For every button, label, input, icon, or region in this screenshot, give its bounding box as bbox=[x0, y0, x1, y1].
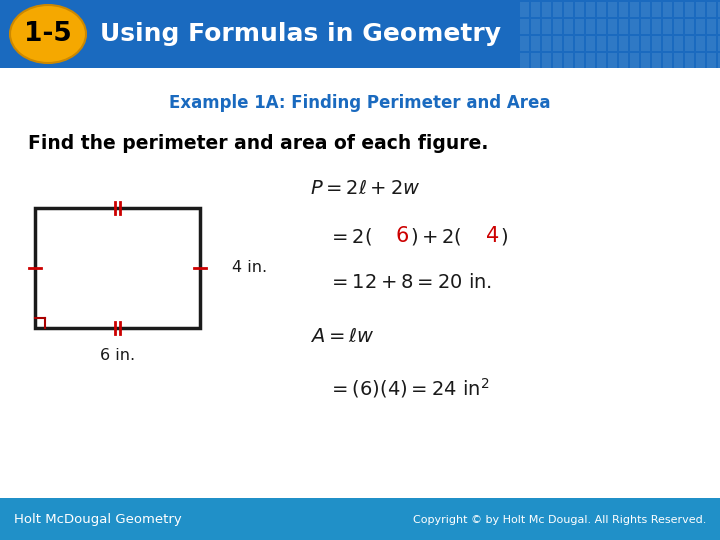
Bar bbox=[531, 2, 540, 17]
Bar bbox=[564, 19, 573, 34]
Bar bbox=[696, 19, 705, 34]
Bar bbox=[663, 2, 672, 17]
Bar bbox=[586, 2, 595, 17]
Bar bbox=[707, 2, 716, 17]
Bar bbox=[630, 53, 639, 68]
Bar bbox=[696, 53, 705, 68]
Bar bbox=[542, 36, 551, 51]
Text: 1-5: 1-5 bbox=[24, 21, 72, 47]
Bar bbox=[575, 53, 584, 68]
Text: $) + 2($: $) + 2($ bbox=[410, 226, 462, 246]
Bar bbox=[586, 19, 595, 34]
Bar bbox=[608, 53, 617, 68]
Bar bbox=[564, 53, 573, 68]
Text: Find the perimeter and area of each figure.: Find the perimeter and area of each figu… bbox=[28, 133, 488, 152]
Text: $)$: $)$ bbox=[500, 226, 508, 246]
Bar bbox=[718, 2, 720, 17]
Bar bbox=[663, 19, 672, 34]
Bar bbox=[619, 36, 628, 51]
Bar bbox=[531, 36, 540, 51]
Bar bbox=[542, 53, 551, 68]
Bar bbox=[542, 2, 551, 17]
Text: Copyright © by Holt Mc Dougal. All Rights Reserved.: Copyright © by Holt Mc Dougal. All Right… bbox=[413, 515, 706, 525]
Bar bbox=[707, 36, 716, 51]
Text: Example 1A: Finding Perimeter and Area: Example 1A: Finding Perimeter and Area bbox=[169, 94, 551, 112]
Bar bbox=[553, 2, 562, 17]
Bar bbox=[696, 2, 705, 17]
Bar bbox=[553, 36, 562, 51]
Bar bbox=[674, 53, 683, 68]
Bar bbox=[685, 19, 694, 34]
Bar bbox=[663, 53, 672, 68]
Text: $= (6)(4) = 24\ \mathrm{in}^2$: $= (6)(4) = 24\ \mathrm{in}^2$ bbox=[328, 376, 490, 400]
Bar bbox=[652, 53, 661, 68]
Bar bbox=[718, 53, 720, 68]
Bar bbox=[652, 19, 661, 34]
Bar bbox=[674, 36, 683, 51]
Bar bbox=[531, 53, 540, 68]
Bar bbox=[685, 53, 694, 68]
Bar bbox=[718, 19, 720, 34]
Bar bbox=[608, 36, 617, 51]
Ellipse shape bbox=[10, 5, 86, 63]
Bar bbox=[575, 36, 584, 51]
Text: $A = \ell w$: $A = \ell w$ bbox=[310, 327, 374, 346]
Bar bbox=[641, 2, 650, 17]
Bar bbox=[575, 2, 584, 17]
Bar bbox=[630, 36, 639, 51]
Bar bbox=[707, 19, 716, 34]
Bar bbox=[641, 36, 650, 51]
Bar bbox=[575, 19, 584, 34]
Text: Using Formulas in Geometry: Using Formulas in Geometry bbox=[100, 22, 501, 46]
Bar bbox=[564, 36, 573, 51]
Text: $P = 2\ell + 2w$: $P = 2\ell + 2w$ bbox=[310, 179, 420, 198]
Bar bbox=[553, 19, 562, 34]
Bar bbox=[718, 36, 720, 51]
Bar bbox=[685, 36, 694, 51]
Bar bbox=[586, 36, 595, 51]
Bar bbox=[707, 53, 716, 68]
Bar bbox=[597, 53, 606, 68]
Bar bbox=[696, 36, 705, 51]
Bar bbox=[597, 2, 606, 17]
Text: Holt McDougal Geometry: Holt McDougal Geometry bbox=[14, 514, 181, 526]
Bar bbox=[586, 53, 595, 68]
Bar bbox=[674, 19, 683, 34]
Bar bbox=[652, 36, 661, 51]
Bar bbox=[608, 19, 617, 34]
Bar bbox=[641, 53, 650, 68]
Text: 6 in.: 6 in. bbox=[100, 348, 135, 363]
Bar bbox=[619, 53, 628, 68]
Bar bbox=[685, 2, 694, 17]
Bar bbox=[542, 19, 551, 34]
Text: $6$: $6$ bbox=[395, 226, 409, 246]
Text: 4 in.: 4 in. bbox=[232, 260, 267, 275]
Bar bbox=[597, 19, 606, 34]
Bar bbox=[608, 2, 617, 17]
Bar bbox=[520, 36, 529, 51]
Bar bbox=[597, 36, 606, 51]
Bar bbox=[553, 53, 562, 68]
Bar bbox=[630, 2, 639, 17]
Bar bbox=[630, 19, 639, 34]
Bar bbox=[564, 2, 573, 17]
Bar bbox=[520, 53, 529, 68]
Bar bbox=[531, 19, 540, 34]
Bar bbox=[641, 19, 650, 34]
Text: $= 2($: $= 2($ bbox=[328, 226, 372, 246]
Bar bbox=[520, 2, 529, 17]
Bar bbox=[520, 19, 529, 34]
Text: $4$: $4$ bbox=[485, 226, 499, 246]
Bar bbox=[35, 208, 200, 328]
Bar bbox=[619, 2, 628, 17]
Text: $= 12 + 8 = 20\ \mathrm{in.}$: $= 12 + 8 = 20\ \mathrm{in.}$ bbox=[328, 273, 492, 292]
Bar bbox=[663, 36, 672, 51]
Bar bbox=[674, 2, 683, 17]
Bar bbox=[652, 2, 661, 17]
Bar bbox=[619, 19, 628, 34]
